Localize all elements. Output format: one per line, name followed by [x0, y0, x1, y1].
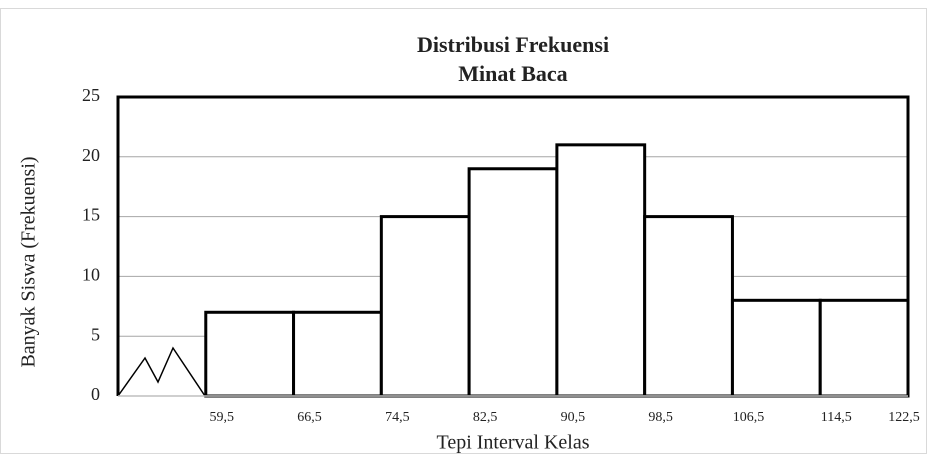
y-tick-label: 10: [82, 265, 100, 285]
x-tick-label: 122,5: [888, 410, 920, 425]
bar: [292, 310, 383, 398]
bar: [467, 167, 559, 398]
bar: [730, 298, 822, 398]
bar: [818, 298, 910, 398]
y-tick-label: 5: [91, 324, 100, 344]
x-tick-label: 82,5: [473, 410, 498, 425]
bars: [204, 143, 910, 398]
chart-title: Minat Baca: [458, 61, 567, 86]
x-tick-label: 74,5: [385, 410, 410, 425]
y-tick-label: 15: [82, 205, 100, 225]
bar: [379, 215, 471, 398]
y-tick-label: 0: [91, 384, 100, 404]
x-tick-label: 66,5: [297, 410, 322, 425]
bar: [643, 215, 734, 398]
y-tick-label: 20: [82, 145, 100, 165]
chart-title: Distribusi Frekuensi: [417, 32, 609, 57]
bar: [204, 310, 296, 398]
x-tick-label: 114,5: [821, 410, 852, 425]
bar: [555, 143, 647, 398]
y-tick-label: 25: [82, 85, 100, 105]
x-tick-label: 90,5: [561, 410, 586, 425]
x-tick-label: 59,5: [210, 410, 235, 425]
x-tick-label: 98,5: [648, 410, 673, 425]
y-axis-label: Banyak Siswa (Frekuensi): [18, 156, 40, 367]
plot-frame: [116, 95, 910, 396]
axis-break: [117, 346, 206, 397]
x-tick-label: 106,5: [733, 410, 765, 425]
x-axis-label: Tepi Interval Kelas: [437, 432, 590, 454]
